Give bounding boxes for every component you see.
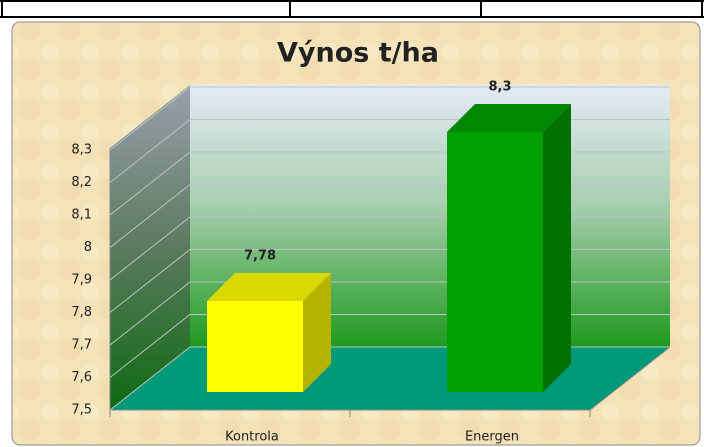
bar-top [207,273,331,301]
y-tick-label: 8,3 [71,143,92,158]
bar-top [447,104,571,132]
chart-title: Výnos t/ha [277,38,439,69]
y-tick-label: 7,6 [71,370,92,385]
y-tick-label: 8 [84,240,92,255]
y-tick-label: 7,9 [71,273,92,288]
bar-side [543,104,571,392]
data-label: 8,3 [488,80,511,95]
header-strip [0,0,704,18]
floor-edge [589,346,671,411]
data-label: 7,78 [244,249,276,264]
floor [110,347,670,410]
y-tick-label: 8,2 [71,175,92,190]
y-tick-label: 8,1 [71,208,92,223]
y-tick-label: 7,5 [71,403,92,418]
grid-line [109,86,670,151]
y-tick-label: 7,8 [71,305,92,320]
bar-side [303,273,331,392]
y-tick-label: 7,7 [71,338,92,353]
bar [447,132,543,392]
bar [207,301,303,392]
x-tick-label: Kontrola [225,430,279,445]
x-tick-label: Energen [465,430,519,445]
